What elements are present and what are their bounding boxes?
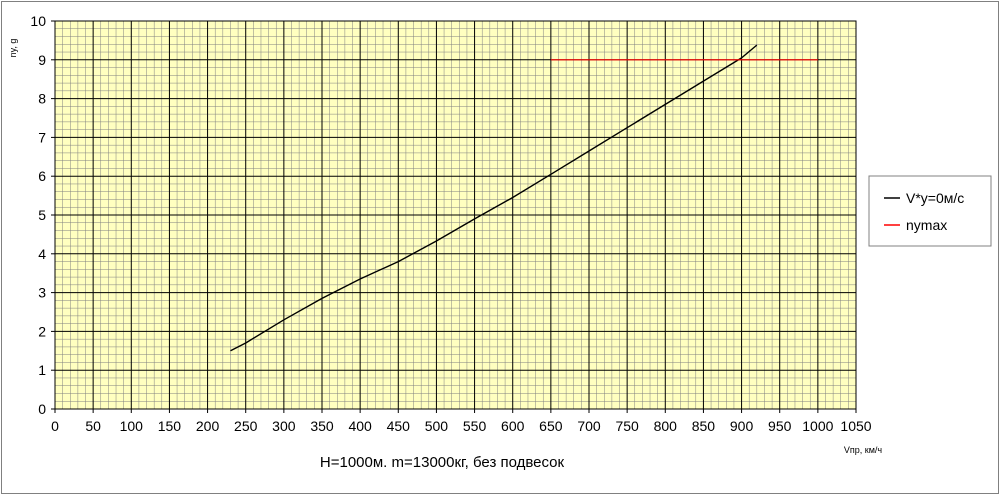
series-1-point (283, 319, 285, 321)
legend: V*y=0м/с nymax (868, 175, 992, 247)
x-tick-label: 900 (730, 418, 754, 434)
y-tick-label: 7 (38, 129, 46, 145)
x-tick-label: 800 (654, 418, 678, 434)
y-tick-label: 1 (38, 362, 46, 378)
y-tick-label: 3 (38, 285, 46, 301)
legend-label-series-1: V*y=0м/с (906, 190, 964, 206)
x-tick-label: 750 (615, 418, 639, 434)
x-tick-label: 600 (501, 418, 525, 434)
y-tick-label: 8 (38, 91, 46, 107)
x-tick-label: 500 (425, 418, 449, 434)
x-tick-label: 450 (387, 418, 411, 434)
x-tick-label: 200 (196, 418, 220, 434)
legend-label-series-2: nymax (906, 217, 947, 233)
y-tick-label: 4 (38, 246, 46, 262)
series-layer (229, 44, 819, 352)
series-1-point (474, 218, 476, 220)
x-tick-label: 150 (158, 418, 182, 434)
y-tick-label: 6 (38, 168, 46, 184)
x-tick-label: 100 (120, 418, 144, 434)
x-tick-label: 250 (234, 418, 258, 434)
x-tick-label: 1000 (802, 418, 833, 434)
x-axis-label: Vпр, км/ч (844, 445, 883, 455)
x-tick-label: 0 (51, 418, 59, 434)
x-tick-labels: 0 50 100 150 200 250 300 350 400 450 500 550 600 650 7… (51, 409, 872, 434)
x-tick-label: 850 (692, 418, 716, 434)
series-2-point (817, 59, 819, 61)
x-tick-label: 650 (539, 418, 563, 434)
x-tick-label: 50 (85, 418, 101, 434)
series-1-point (741, 57, 743, 59)
series-1-point (397, 261, 399, 263)
y-tick-label: 2 (38, 323, 46, 339)
series-1-point (245, 342, 247, 344)
y-axis-label: ny, g (8, 39, 18, 58)
y-tick-label: 10 (30, 13, 46, 29)
y-tick-label: 5 (38, 207, 46, 223)
series-1-point (550, 173, 552, 175)
x-tick-label: 400 (348, 418, 372, 434)
chart-caption: H=1000м. m=13000кг, без подвесок (320, 454, 565, 471)
series-1-point (702, 80, 704, 82)
legend-box (868, 175, 992, 247)
x-tick-label: 350 (310, 418, 334, 434)
series-1-point (664, 103, 666, 105)
x-tick-label: 1050 (840, 418, 871, 434)
series-1-point (756, 44, 758, 46)
x-tick-label: 700 (577, 418, 601, 434)
series-1-point (512, 197, 514, 199)
series-1-point (435, 240, 437, 242)
y-tick-label: 9 (38, 52, 46, 68)
x-tick-label: 550 (463, 418, 487, 434)
series-1-point (359, 278, 361, 280)
series-1-point (588, 150, 590, 152)
series-1-point (321, 297, 323, 299)
x-tick-label: 300 (272, 418, 296, 434)
series-2-point (550, 59, 552, 61)
y-tick-label: 0 (38, 401, 46, 417)
y-tick-labels: 0 1 2 3 4 5 6 7 8 9 10 (30, 13, 55, 417)
x-tick-label: 950 (768, 418, 792, 434)
series-1-point (229, 350, 231, 352)
series-1-point (626, 127, 628, 129)
series-line-1 (230, 44, 758, 352)
